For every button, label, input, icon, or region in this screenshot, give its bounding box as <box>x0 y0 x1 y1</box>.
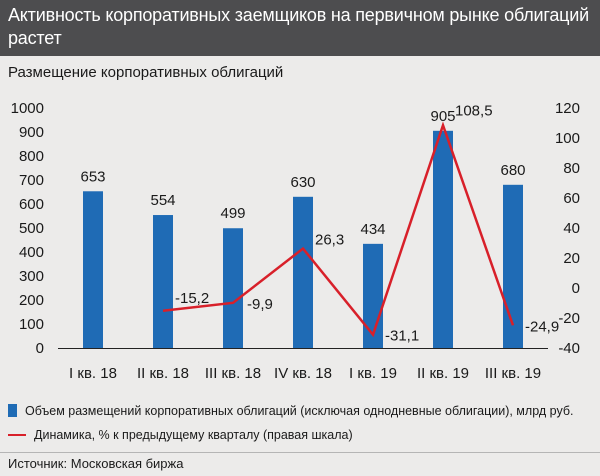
x-tick-label: I кв. 19 <box>349 365 397 382</box>
y-left-tick-label: 100 <box>19 316 44 333</box>
line-value-label: -15,2 <box>175 290 209 307</box>
x-tick-label: III кв. 18 <box>205 365 261 382</box>
y-right-tick-label: -20 <box>558 310 580 327</box>
bar <box>433 130 453 348</box>
bar <box>223 228 243 348</box>
bar-value-label: 499 <box>220 205 245 222</box>
line-value-label: 26,3 <box>315 232 344 249</box>
chart-subtitle: Размещение корпоративных облигаций <box>8 64 284 81</box>
line-value-label: -24,9 <box>525 318 559 335</box>
line-series <box>162 121 515 338</box>
x-tick-label: III кв. 19 <box>485 365 541 382</box>
bar-value-label: 905 <box>430 108 455 125</box>
bar-value-label: 630 <box>290 174 315 191</box>
legend-item-line: Динамика, % к предыдущему кварталу (прав… <box>8 428 353 442</box>
y-left-tick-label: 700 <box>19 172 44 189</box>
y-right-tick-label: 20 <box>563 250 580 267</box>
legend-label-bars: Объем размещений корпоративных облигаций… <box>25 404 574 418</box>
y-right-tick-label: -40 <box>558 340 580 357</box>
x-tick-label: IV кв. 18 <box>274 365 332 382</box>
line-value-label: -31,1 <box>385 328 419 345</box>
x-tick-label: II кв. 19 <box>417 365 469 382</box>
y-left-tick-label: 300 <box>19 268 44 285</box>
y-left-tick-label: 1000 <box>11 100 44 117</box>
legend-label-line: Динамика, % к предыдущему кварталу (прав… <box>34 428 353 442</box>
y-left-tick-label: 200 <box>19 292 44 309</box>
source-note: Источник: Московская биржа <box>8 456 184 471</box>
y-right-tick-label: 80 <box>563 160 580 177</box>
y-left-tick-label: 500 <box>19 220 44 237</box>
y-right-tick-label: 0 <box>572 280 580 297</box>
bar-value-label: 680 <box>500 162 525 179</box>
line-value-label: -9,9 <box>247 296 273 313</box>
line-value-label: 108,5 <box>455 102 493 119</box>
y-right-tick-label: 120 <box>555 100 580 117</box>
y-right-tick-label: 40 <box>563 220 580 237</box>
legend-swatch-bar <box>8 404 17 417</box>
source-divider <box>0 452 600 453</box>
y-left-tick-label: 600 <box>19 196 44 213</box>
bar <box>153 215 173 348</box>
title-bar: Активность корпоративных заемщиков на пе… <box>0 0 600 56</box>
bar-value-label: 653 <box>80 168 105 185</box>
bar <box>503 184 523 348</box>
y-left-tick-label: 0 <box>36 340 44 357</box>
x-tick-label: I кв. 18 <box>69 365 117 382</box>
y-left-tick-label: 400 <box>19 244 44 261</box>
legend-item-bars: Объем размещений корпоративных облигаций… <box>8 404 573 418</box>
bar-value-label: 554 <box>150 192 175 209</box>
chart-title: Активность корпоративных заемщиков на пе… <box>8 5 589 48</box>
y-left-tick-label: 900 <box>19 124 44 141</box>
bar <box>83 191 103 348</box>
x-tick-label: II кв. 18 <box>137 365 189 382</box>
bar-value-label: 434 <box>360 221 385 238</box>
y-right-tick-label: 60 <box>563 190 580 207</box>
legend-swatch-line <box>8 434 26 436</box>
y-right-tick-label: 100 <box>555 130 580 147</box>
bar <box>293 196 313 348</box>
y-left-tick-label: 800 <box>19 148 44 165</box>
